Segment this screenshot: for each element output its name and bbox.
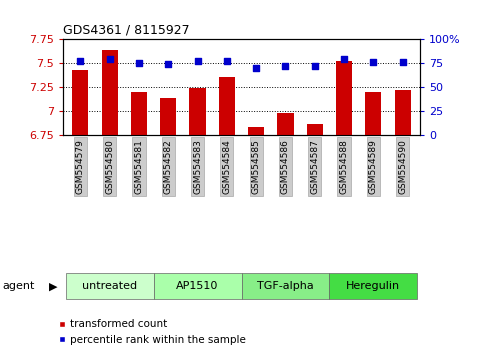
Legend: transformed count, percentile rank within the sample: transformed count, percentile rank withi… [54, 315, 250, 349]
Bar [336, 61, 352, 135]
Text: agent: agent [2, 281, 35, 291]
Bar [189, 88, 206, 135]
Point [369, 59, 377, 65]
Point [252, 65, 260, 70]
Bar [248, 127, 264, 135]
Bar [307, 124, 323, 135]
Text: Heregulin: Heregulin [346, 281, 400, 291]
Text: untreated: untreated [82, 281, 137, 291]
Bar [131, 91, 147, 135]
Point [282, 63, 289, 69]
Bar [72, 69, 88, 135]
Text: GDS4361 / 8115927: GDS4361 / 8115927 [63, 23, 189, 36]
Point [106, 56, 114, 62]
Text: AP1510: AP1510 [176, 281, 219, 291]
Bar [395, 90, 411, 135]
Point [164, 61, 172, 67]
Bar [160, 98, 176, 135]
Text: ▶: ▶ [49, 281, 58, 291]
Point [194, 58, 201, 64]
Bar [365, 91, 382, 135]
Bar [101, 50, 118, 135]
Point [340, 56, 348, 62]
Point [311, 63, 319, 69]
Point [399, 59, 407, 65]
Bar [219, 77, 235, 135]
Text: TGF-alpha: TGF-alpha [257, 281, 314, 291]
Point [223, 58, 231, 64]
Point [76, 58, 84, 64]
Point [135, 60, 143, 66]
Bar [277, 114, 294, 135]
